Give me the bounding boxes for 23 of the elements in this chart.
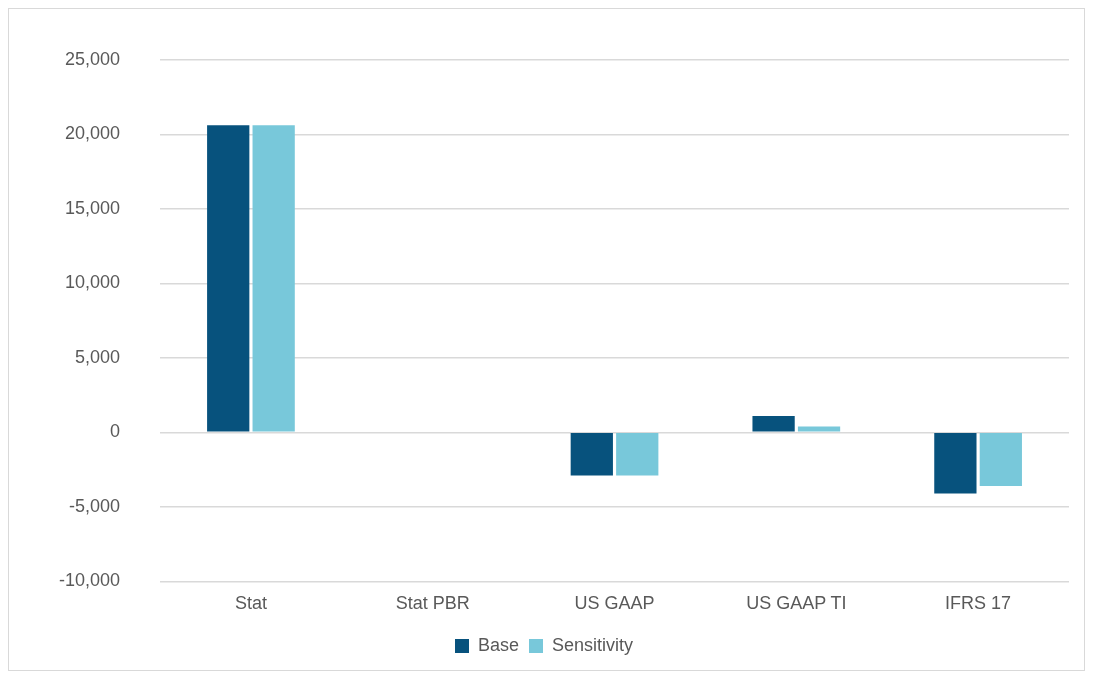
bar — [979, 433, 1022, 487]
x-tick-label: Stat PBR — [395, 593, 470, 614]
y-tick-label: 5,000 — [75, 346, 121, 367]
bar — [934, 433, 977, 494]
x-tick-label: IFRS 17 — [945, 593, 1012, 614]
y-tick-label: 20,000 — [64, 123, 121, 144]
bar — [570, 433, 613, 476]
bar — [797, 426, 841, 432]
y-tick-label: 10,000 — [64, 272, 121, 293]
x-tick-label: Stat — [234, 593, 267, 614]
y-tick-label: -5,000 — [69, 495, 121, 516]
x-tick-label: US GAAP — [574, 593, 655, 614]
y-tick-label: 0 — [110, 421, 121, 442]
y-tick-label: 15,000 — [64, 197, 121, 218]
bar — [752, 415, 795, 432]
bar — [252, 125, 295, 432]
y-tick-label: 25,000 — [64, 48, 121, 69]
x-tick-label: US GAAP TI — [746, 593, 847, 614]
legend-label: Base — [477, 634, 519, 655]
y-tick-label: -10,000 — [58, 570, 121, 591]
bar — [207, 125, 250, 432]
bar — [616, 433, 659, 476]
legend-label: Sensitivity — [552, 634, 634, 655]
